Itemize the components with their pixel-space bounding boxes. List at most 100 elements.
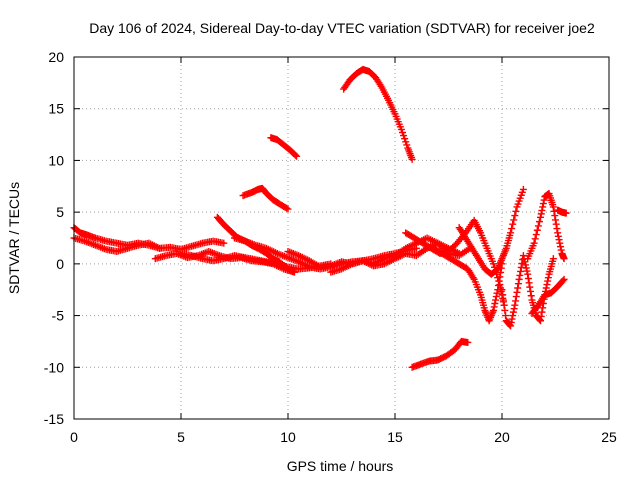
data-point <box>511 301 519 309</box>
grid <box>74 57 609 419</box>
series-arc-1 <box>70 224 228 253</box>
x-tick-label: 15 <box>387 429 403 445</box>
data-point <box>526 283 534 291</box>
data-point <box>559 277 567 285</box>
y-tick-label: -5 <box>52 308 65 324</box>
data-point <box>523 267 531 275</box>
data-point <box>293 152 301 160</box>
data-point <box>553 225 561 233</box>
plot-frame <box>73 56 610 420</box>
data-point <box>549 255 557 263</box>
data-point <box>542 284 550 292</box>
data-point <box>517 267 525 275</box>
data-point <box>555 236 563 244</box>
data-point <box>514 284 522 292</box>
data-point <box>492 296 500 304</box>
data-point <box>551 212 559 220</box>
data-point <box>508 225 516 233</box>
data-point <box>524 270 532 278</box>
data-point <box>525 279 533 287</box>
data-point <box>535 218 543 226</box>
data-point <box>497 287 505 295</box>
data-point <box>509 220 517 228</box>
data-point <box>539 200 547 208</box>
data-point <box>496 281 504 289</box>
data-point <box>510 216 518 224</box>
data-point <box>509 308 517 316</box>
data-point <box>499 291 507 299</box>
data-point <box>284 205 292 213</box>
data-point <box>537 210 545 218</box>
data-point <box>507 322 515 330</box>
data-point <box>500 301 508 309</box>
data-point <box>522 264 530 272</box>
data-point <box>401 135 409 143</box>
data-point <box>534 222 542 230</box>
y-axis-label: SDTVAR / TECUs <box>6 182 22 294</box>
data-point <box>492 293 500 301</box>
data-point <box>513 288 521 296</box>
data-point <box>533 226 541 234</box>
data-point <box>556 243 564 251</box>
x-axis-label: GPS time / hours <box>287 458 394 474</box>
data-point <box>283 204 291 212</box>
data-point <box>512 293 520 301</box>
data-point <box>494 281 502 289</box>
y-tick-label: 0 <box>56 256 64 272</box>
data-point <box>508 315 516 323</box>
data-point <box>554 232 562 240</box>
data-point <box>557 246 565 254</box>
data-point <box>536 316 544 324</box>
data-point <box>400 132 408 140</box>
data-point <box>493 289 501 297</box>
y-tick-label: -10 <box>44 359 64 375</box>
data-point <box>156 244 164 252</box>
y-tick-label: 20 <box>48 49 64 65</box>
data-point <box>524 275 532 283</box>
data-point <box>543 281 551 289</box>
data-point <box>512 297 520 305</box>
data-point <box>489 306 497 314</box>
data-point <box>402 138 410 146</box>
series-arc-19 <box>554 206 570 217</box>
x-tick-label: 5 <box>177 429 185 445</box>
data-point <box>544 277 552 285</box>
data-point <box>554 229 562 237</box>
data-point <box>490 303 498 311</box>
data-point <box>507 229 515 237</box>
data-point <box>562 209 570 217</box>
series-arc-18 <box>528 275 568 318</box>
data-point <box>510 305 518 313</box>
data-point <box>540 196 548 204</box>
data-point <box>539 203 547 211</box>
data-point <box>498 286 506 294</box>
data-point <box>496 273 504 281</box>
data-points <box>70 65 570 371</box>
data-point <box>539 304 547 312</box>
data-point <box>519 185 527 193</box>
data-point <box>512 207 520 215</box>
data-point <box>537 312 545 320</box>
data-point <box>491 300 499 308</box>
data-point <box>514 280 522 288</box>
data-point <box>556 239 564 247</box>
series-arc-2 <box>70 234 164 255</box>
data-point <box>538 206 546 214</box>
series-arc-9 <box>239 184 292 213</box>
data-point <box>403 141 411 149</box>
data-point <box>397 125 405 133</box>
data-point <box>549 203 557 211</box>
data-point <box>220 239 228 247</box>
data-point <box>527 292 535 300</box>
x-tick-label: 20 <box>494 429 510 445</box>
data-point <box>538 308 546 316</box>
y-tick-label: 5 <box>56 204 64 220</box>
series-arc-12 <box>408 337 472 371</box>
data-point <box>531 235 539 243</box>
data-point <box>516 271 524 279</box>
data-point <box>527 287 535 295</box>
series-arc-17 <box>524 190 568 263</box>
data-point <box>502 312 510 320</box>
x-tick-label: 10 <box>280 429 296 445</box>
